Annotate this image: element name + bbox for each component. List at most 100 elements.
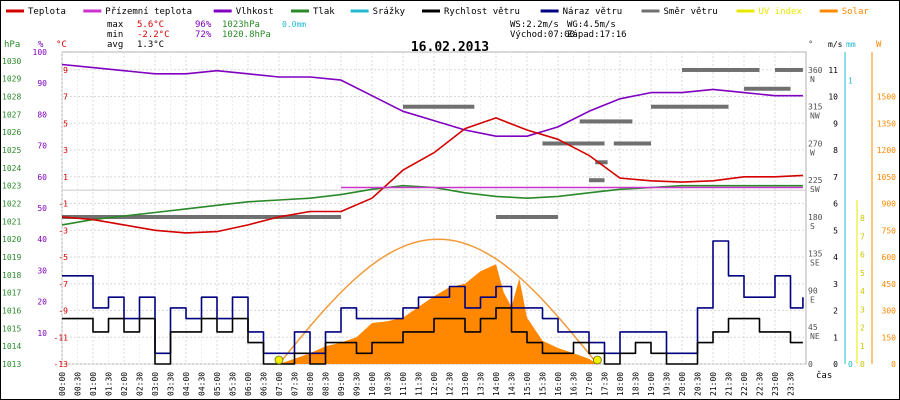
axis-title-mm: mm [846,40,856,49]
tick-label-hpa: 1015 [2,324,21,333]
tick-label-uv: 8 [860,214,865,223]
stat-max-hum: 96% [195,20,212,30]
tick-label-time: 15:00 [523,372,532,396]
tick-label-hpa: 1019 [2,253,21,262]
stat-avg-temp: 1.3°C [137,40,164,50]
stat-wg: WG:4.5m/s [567,20,616,30]
tick-label-pct: 50 [37,204,47,213]
series-solar-max [278,238,598,365]
tick-label-degc: -11 [54,333,69,342]
series-humidity [61,63,803,137]
tick-label-dir: 135 [808,250,823,259]
tick-label-hpa: 1024 [2,164,21,173]
tick-label-time: 00:30 [74,372,83,396]
tick-label-dir-compass: N [810,75,815,84]
stat-min-label: min [107,30,123,40]
tick-label-time: 21:00 [709,372,718,396]
tick-label-degc: 9 [63,66,68,75]
series-gust [62,240,804,355]
tick-label-ms: 11 [828,66,838,75]
tick-label-degc: -13 [54,360,69,369]
tick-label-time: 15:30 [539,372,548,396]
tick-label-pct: 30 [37,266,47,275]
tick-label-time: 04:30 [198,372,207,396]
legend-label: UV index [759,7,803,17]
tick-label-ms: 0 [833,360,838,369]
tick-label-w: 1050 [877,173,896,182]
tick-label-time: 19:30 [663,372,672,396]
legend-label: Přízemní teplota [105,7,192,17]
tick-label-time: 14:30 [508,372,517,396]
series-wind-dir-segment [496,214,558,219]
tick-label-time: 10:30 [384,372,393,396]
tick-label-degc: -3 [58,226,68,235]
legend-label: Tlak [313,7,335,17]
tick-label-time: 04:00 [182,372,191,396]
tick-label-time: 13:00 [461,372,470,396]
tick-label-ms: 4 [833,253,838,262]
tick-label-time: 12:00 [430,372,439,396]
axis-title-dir: ° [808,40,813,50]
series-temperature [61,117,803,234]
tick-label-time: 22:00 [740,372,749,396]
tick-label-pct: 70 [37,142,47,151]
tick-label-hpa: 1020 [2,235,21,244]
tick-label-w: 1350 [877,119,896,128]
tick-label-hpa: 1029 [2,75,21,84]
tick-label-hpa: 1022 [2,200,21,209]
tick-label-uv: 5 [860,269,865,278]
tick-label-degc: 1 [63,173,68,182]
series-wind-dir-segment [744,86,791,91]
tick-label-mm: 0 [848,360,853,369]
axes: hPa1013101410151016101710181019102010211… [2,40,896,396]
tick-label-time: 08:00 [306,372,315,396]
tick-label-time: 13:30 [477,372,486,396]
stat-min-press: 1020.8hPa [222,30,271,40]
tick-label-time: 05:00 [213,372,222,396]
tick-label-dir-compass: E [810,295,815,304]
tick-label-dir: 45 [808,323,818,332]
tick-label-time: 03:00 [151,372,160,396]
tick-label-time: 17:00 [585,372,594,396]
tick-label-ms: 6 [833,200,838,209]
tick-label-time: 02:30 [136,372,145,396]
tick-label-dir-compass: NW [810,112,820,121]
tick-label-hpa: 1023 [2,182,21,191]
tick-label-ms: 7 [833,173,838,182]
tick-label-time: 19:00 [647,372,656,396]
tick-label-hpa: 1021 [2,217,21,226]
series-wind-dir-segment [775,67,803,72]
tick-label-pct: 10 [37,329,47,338]
tick-label-w: 150 [882,333,897,342]
tick-label-time: 11:30 [415,372,424,396]
tick-label-w: 450 [882,280,897,289]
series-wind-dir-segment [579,119,633,124]
tick-label-degc: 5 [63,119,68,128]
tick-label-dir-compass: SW [810,185,820,194]
tick-label-ms: 1 [833,333,838,342]
tick-label-hpa: 1018 [2,271,21,280]
tick-label-time: 09:00 [337,372,346,396]
legend-label: Rychlost větru [444,7,520,17]
tick-label-hpa: 1026 [2,128,21,137]
tick-label-ms: 2 [833,307,838,316]
tick-label-degc: -1 [58,200,68,209]
tick-label-uv: 2 [860,324,865,333]
tick-label-dir: 360 [808,66,823,75]
tick-label-time: 01:30 [105,372,114,396]
tick-label-w: 300 [882,307,897,316]
axis-title-ms: m/s [828,40,843,49]
tick-label-uv: 0 [860,360,865,369]
tick-label-ms: 3 [833,280,838,289]
tick-label-time: 02:00 [120,372,129,396]
tick-label-time: 21:30 [725,372,734,396]
tick-label-dir: 315 [808,103,823,112]
axis-title-hpa: hPa [4,40,20,50]
tick-label-pct: 40 [37,235,47,244]
stat-min-temp: -2.2°C [137,30,170,40]
tick-label-w: 750 [882,226,897,235]
tick-label-time: 16:00 [554,372,563,396]
tick-label-w: 900 [882,200,897,209]
tick-label-hpa: 1030 [2,57,21,66]
stat-sunset: Západ:17:16 [567,30,627,40]
